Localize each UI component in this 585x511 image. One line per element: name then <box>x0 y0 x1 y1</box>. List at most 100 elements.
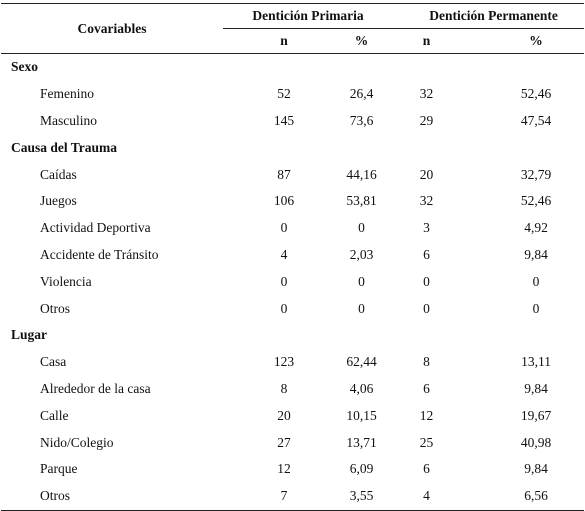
n-permanent-cell: 4 <box>398 482 470 511</box>
table-row: Accidente de Tránsito 4 2,03 6 9,84 <box>1 242 584 269</box>
row-label: Juegos <box>40 193 77 209</box>
n-primary-cell: 4 <box>280 246 288 262</box>
table-row: Masculino 145 73,6 29 47,54 <box>1 108 584 135</box>
row-label: Parque <box>40 461 78 477</box>
n-primary-cell: 0 <box>280 273 288 289</box>
header-n-primary: n <box>223 28 316 54</box>
pct-permanent-cell: 52,46 <box>520 86 552 102</box>
header-denticion-primaria: Dentición Primaria <box>223 3 399 29</box>
pct-primary-cell: 62,44 <box>346 354 377 370</box>
row-label: Masculino <box>40 112 97 128</box>
n-primary-cell: 0 <box>280 220 288 236</box>
table-row: Caídas 87 44,16 20 32,79 <box>1 161 584 188</box>
table-row: Otros 0 0 0 0 <box>1 295 584 322</box>
n-primary-cell: 20 <box>277 407 291 423</box>
pct-permanent-cell: 13,11 <box>521 354 551 370</box>
n-permanent-cell: 32 <box>419 86 434 102</box>
n-permanent-cell: 6 <box>423 246 430 262</box>
n-primary-cell: 145 <box>273 112 295 128</box>
pct-primary-cell: 13,71 <box>346 434 377 450</box>
pct-permanent-cell: 9,84 <box>524 461 548 477</box>
table-row: Otros 7 3,55 4 6,56 <box>1 482 585 511</box>
table-body: Sexo Femenino 52 26,4 32 52,46 Masculino 145 73,… <box>1 54 585 511</box>
n-primary-cell: 0 <box>280 300 288 316</box>
pct-primary-cell: 53,81 <box>346 193 377 209</box>
section-row: Lugar <box>1 322 584 349</box>
pct-permanent-cell: 9,84 <box>524 380 548 396</box>
row-label: Nido/Colegio <box>40 434 114 450</box>
section-title: Sexo <box>11 59 38 75</box>
pct-permanent-cell: 4,92 <box>524 220 548 236</box>
row-label: Otros <box>1 482 223 511</box>
row-label: Alrededor de la casa <box>40 380 151 396</box>
n-permanent-cell: 8 <box>423 354 430 370</box>
row-label: Femenino <box>40 86 94 102</box>
section-row: Causa del Trauma <box>1 134 584 161</box>
pct-permanent-cell: 32,79 <box>520 166 552 182</box>
table-row: Juegos 106 53,81 32 52,46 <box>1 188 584 215</box>
header-pct-permanent: % <box>469 28 585 54</box>
n-primary-cell: 12 <box>277 461 291 477</box>
header-pct-primary: % <box>316 28 399 54</box>
pct-primary-cell: 0 <box>358 300 365 316</box>
row-label: Calle <box>40 407 69 423</box>
section-title: Causa del Trauma <box>11 139 118 155</box>
n-primary-cell: 7 <box>223 482 316 511</box>
n-primary-cell: 87 <box>277 166 291 182</box>
pct-permanent-cell: 9,84 <box>524 246 548 262</box>
pct-primary-cell: 0 <box>358 220 365 236</box>
n-primary-cell: 8 <box>280 380 288 396</box>
table-row: Casa 123 62,44 8 13,11 <box>1 349 584 376</box>
header-covariables: Covariables <box>1 3 223 54</box>
n-permanent-cell: 29 <box>419 112 434 128</box>
pct-primary-cell: 6,09 <box>349 461 374 477</box>
table-row: Femenino 52 26,4 32 52,46 <box>1 81 584 108</box>
pct-primary-cell: 2,03 <box>349 246 374 262</box>
table-page: Covariables Dentición Primaria Dentición… <box>1 3 585 511</box>
pct-primary-cell: 0 <box>358 273 365 289</box>
row-label: Accidente de Tránsito <box>40 246 159 262</box>
table-row: Violencia 0 0 0 0 <box>1 268 584 295</box>
table-row: Nido/Colegio 27 13,71 25 40,98 <box>1 429 584 456</box>
pct-primary-cell: 44,16 <box>346 166 377 182</box>
n-primary-cell: 123 <box>273 354 295 370</box>
pct-primary-cell: 26,4 <box>349 86 374 102</box>
n-permanent-cell: 6 <box>423 380 430 396</box>
header-n-permanent: n <box>398 28 470 54</box>
covariables-table: Covariables Dentición Primaria Dentición… <box>1 3 585 511</box>
n-permanent-cell: 0 <box>423 300 430 316</box>
n-permanent-cell: 6 <box>423 461 430 477</box>
n-permanent-cell: 20 <box>419 166 434 182</box>
n-primary-cell: 52 <box>277 86 291 102</box>
pct-primary-cell: 3,55 <box>316 482 399 511</box>
row-label: Casa <box>40 354 67 370</box>
pct-permanent-cell: 40,98 <box>520 434 552 450</box>
section-title: Lugar <box>11 327 48 343</box>
n-permanent-cell: 12 <box>419 407 434 423</box>
pct-primary-cell: 73,6 <box>349 112 374 128</box>
pct-permanent-cell: 0 <box>532 300 540 316</box>
table-row: Calle 20 10,15 12 19,67 <box>1 402 584 429</box>
pct-permanent-cell: 6,56 <box>469 482 585 511</box>
pct-permanent-cell: 47,54 <box>520 112 552 128</box>
table-header: Covariables Dentición Primaria Dentición… <box>1 3 585 54</box>
row-label: Violencia <box>40 273 92 289</box>
section-row: Sexo <box>1 54 584 81</box>
header-denticion-permanente: Dentición Permanente <box>398 3 585 29</box>
pct-primary-cell: 10,15 <box>346 407 377 423</box>
row-label: Otros <box>40 300 70 316</box>
pct-primary-cell: 4,06 <box>349 380 374 396</box>
n-permanent-cell: 32 <box>419 193 434 209</box>
pct-permanent-cell: 52,46 <box>520 193 552 209</box>
table-row: Alrededor de la casa 8 4,06 6 9,84 <box>1 376 584 403</box>
n-primary-cell: 106 <box>273 193 295 209</box>
row-label: Actividad Deportiva <box>40 220 151 236</box>
table-row: Parque 12 6,09 6 9,84 <box>1 456 584 483</box>
n-permanent-cell: 25 <box>419 434 434 450</box>
table-row: Actividad Deportiva 0 0 3 4,92 <box>1 215 584 242</box>
n-permanent-cell: 3 <box>423 220 430 236</box>
n-permanent-cell: 0 <box>423 273 430 289</box>
row-label: Caídas <box>40 166 77 182</box>
pct-permanent-cell: 0 <box>532 273 540 289</box>
n-primary-cell: 27 <box>277 434 291 450</box>
